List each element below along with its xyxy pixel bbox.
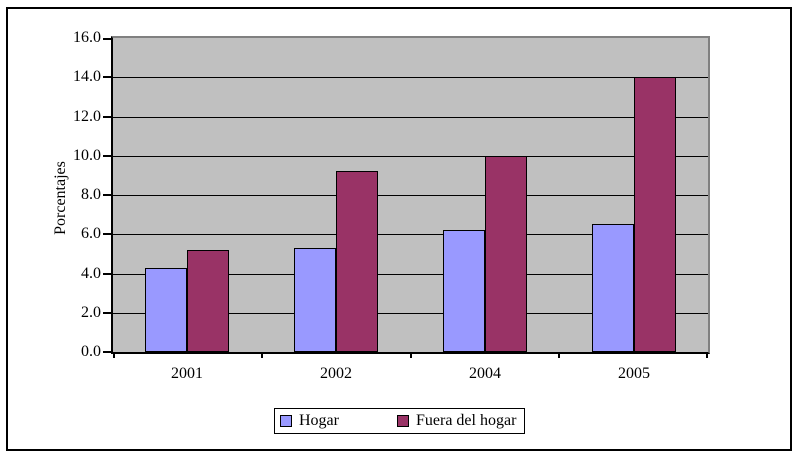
y-axis-tick	[103, 155, 111, 157]
x-axis-tick	[558, 352, 560, 358]
gridline-6	[113, 234, 708, 235]
legend-swatch-hogar	[280, 415, 292, 427]
gridline-8	[113, 195, 708, 196]
y-axis-tick	[103, 273, 111, 275]
y-axis-tick-label: 2.0	[81, 304, 101, 321]
bar-hogar-2005	[592, 224, 634, 352]
x-axis-category-label-2001: 2001	[171, 365, 203, 382]
plot-area	[103, 36, 710, 358]
legend-item-hogar: Hogar	[280, 409, 339, 433]
gridline-14	[113, 77, 708, 78]
bar-fuera-del-hogar-2001	[187, 250, 229, 352]
bar-fuera-del-hogar-2002	[336, 171, 378, 352]
y-axis-tick	[103, 194, 111, 196]
gridline-10	[113, 156, 708, 157]
y-axis-tick-label: 4.0	[81, 265, 101, 282]
legend-swatch-fuera-del-hogar	[397, 415, 409, 427]
y-axis-tick-label: 10.0	[73, 147, 101, 164]
bar-hogar-2004	[443, 230, 485, 352]
x-axis-category-label-2004: 2004	[469, 365, 501, 382]
bar-fuera-del-hogar-2004	[485, 156, 527, 352]
y-axis-tick	[103, 116, 111, 118]
gridline-12	[113, 117, 708, 118]
y-axis-tick-label: 6.0	[81, 225, 101, 242]
legend: Hogar Fuera del hogar	[274, 408, 525, 434]
legend-item-fuera-del-hogar: Fuera del hogar	[397, 409, 516, 433]
bar-hogar-2002	[294, 248, 336, 352]
y-axis-tick-label: 0.0	[81, 343, 101, 360]
x-axis-tick	[113, 352, 115, 358]
y-axis-tick	[103, 312, 111, 314]
gridline-2	[113, 313, 708, 314]
y-axis-tick-label: 14.0	[73, 68, 101, 85]
bar-fuera-del-hogar-2005	[634, 77, 676, 352]
x-axis-tick	[410, 352, 412, 358]
y-axis-tick-label: 8.0	[81, 186, 101, 203]
y-axis-tick	[103, 76, 111, 78]
x-axis-category-label-2005: 2005	[618, 365, 650, 382]
y-axis-tick-label: 12.0	[73, 108, 101, 125]
y-axis-tick	[103, 38, 111, 40]
x-axis-tick	[706, 352, 708, 358]
x-axis-tick	[261, 352, 263, 358]
y-axis-tick	[103, 233, 111, 235]
legend-label-hogar: Hogar	[299, 412, 339, 429]
legend-label-fuera-del-hogar: Fuera del hogar	[416, 412, 517, 429]
bar-hogar-2001	[145, 268, 187, 352]
gridline-4	[113, 274, 708, 275]
x-axis-category-label-2002: 2002	[320, 365, 352, 382]
y-axis-tick	[103, 351, 111, 353]
y-axis-tick-label: 16.0	[73, 29, 101, 46]
